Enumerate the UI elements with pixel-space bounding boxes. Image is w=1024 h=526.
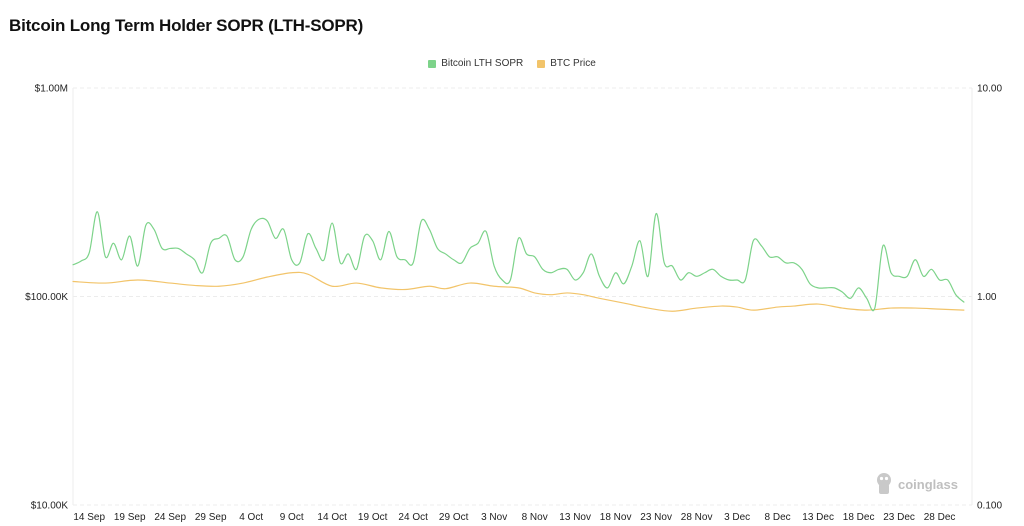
x-tick-label: 23 Dec [883, 512, 915, 523]
watermark-text: coinglass [898, 477, 958, 492]
legend-label-sopr: Bitcoin LTH SOPR [441, 58, 524, 69]
x-tick-label: 29 Oct [439, 512, 469, 523]
legend-item-sopr[interactable]: Bitcoin LTH SOPR [428, 58, 523, 69]
watermark: coinglass [877, 473, 958, 494]
series-line-btc-price [72, 271, 965, 312]
legend-label-price: BTC Price [550, 58, 596, 69]
x-tick-label: 13 Nov [559, 512, 591, 523]
gridlines [72, 87, 973, 506]
y-right-tick-label: 0.100 [977, 501, 1002, 512]
y-left-tick-label: $1.00M [35, 84, 68, 95]
x-tick-label: 24 Sep [154, 512, 186, 523]
series-lines [72, 211, 965, 312]
x-tick-label: 23 Nov [640, 512, 672, 523]
x-tick-label: 29 Sep [195, 512, 227, 523]
x-tick-label: 8 Dec [765, 512, 791, 523]
x-tick-label: 18 Nov [600, 512, 632, 523]
right-y-axis: 10.00 1.00 0.100 [977, 84, 1002, 512]
x-tick-label: 3 Dec [724, 512, 750, 523]
x-axis: 14 Sep 19 Sep 24 Sep 29 Sep 4 Oct 9 Oct 14 Oct… [73, 512, 955, 523]
x-tick-label: 19 Oct [358, 512, 388, 523]
x-tick-label: 28 Dec [924, 512, 956, 523]
x-tick-label: 24 Oct [398, 512, 428, 523]
legend-swatch-sopr [428, 59, 437, 68]
x-tick-label: 14 Oct [317, 512, 347, 523]
series-line-lth-sopr [72, 211, 965, 312]
x-tick-label: 9 Oct [280, 512, 304, 523]
legend-swatch-price [537, 59, 546, 68]
y-left-tick-label: $10.00K [31, 501, 69, 512]
y-left-tick-label: $100.00K [25, 292, 68, 303]
chart-title: Bitcoin Long Term Holder SOPR (LTH-SOPR) [9, 16, 364, 35]
left-y-axis: $1.00M $100.00K $10.00K [25, 84, 68, 512]
chart-legend: Bitcoin LTH SOPR BTC Price [0, 58, 1024, 69]
coinglass-logo-icon [877, 473, 891, 494]
x-tick-label: 19 Sep [114, 512, 146, 523]
y-right-tick-label: 10.00 [977, 84, 1002, 95]
x-tick-label: 3 Nov [481, 512, 507, 523]
x-tick-label: 28 Nov [681, 512, 713, 523]
x-tick-label: 4 Oct [239, 512, 263, 523]
legend-item-price[interactable]: BTC Price [537, 58, 596, 69]
x-tick-label: 13 Dec [802, 512, 834, 523]
x-tick-label: 14 Sep [73, 512, 105, 523]
x-tick-label: 18 Dec [843, 512, 875, 523]
y-right-tick-label: 1.00 [977, 292, 997, 303]
x-tick-label: 8 Nov [522, 512, 548, 523]
